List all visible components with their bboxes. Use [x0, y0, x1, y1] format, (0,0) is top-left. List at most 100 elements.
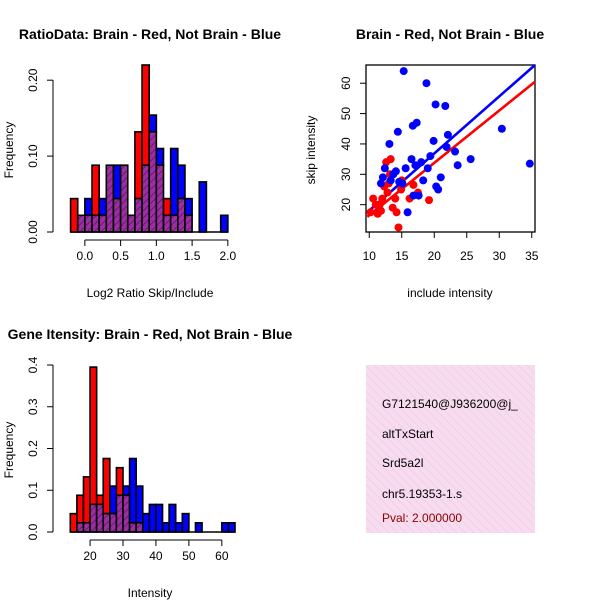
ratio-hist-overlap-bar-9	[134, 197, 143, 233]
intensity-hist-blue-bar-11	[141, 512, 151, 533]
intensity-hist-y-tick-label-2: 0.2	[26, 440, 40, 457]
scatter-blue-point-11	[391, 167, 400, 176]
scatter-y-tick-label-1: 30	[339, 167, 353, 181]
ratio-hist-x-tick-label-2: 1.0	[148, 249, 165, 263]
ratio-histogram-panel: RatioData: Brain - Red, Not Brain - Blue…	[2, 26, 281, 300]
info-pval: Pval: 2.000000	[382, 511, 462, 525]
scatter-blue-point-17	[426, 152, 435, 161]
intensity-hist-overlap-bar-4	[95, 503, 105, 533]
scatter-blue-point-33	[380, 164, 389, 173]
scatter-blue-point-23	[453, 161, 462, 170]
scatter-red-point-7	[383, 188, 392, 197]
ratio-hist-red-bar-3	[91, 164, 100, 217]
ratio-hist-red-bar-10	[141, 64, 151, 166]
intensity-hist-overlap-bar-1	[76, 522, 85, 533]
scatter-blue-point-9	[378, 173, 387, 182]
intensity-hist-overlap-bar-6	[109, 512, 118, 533]
scatter-plot-frame	[365, 64, 536, 233]
ratio-hist-y-tick-label-1: 0.10	[26, 144, 40, 168]
ratio-hist-bars	[69, 64, 229, 233]
scatter-blue-point-15	[417, 158, 426, 167]
ratio-hist-y-tick-label-2: 0.20	[26, 68, 40, 92]
intensity-hist-y-tick-label-3: 0.3	[26, 398, 40, 415]
ratio-hist-overlap-bar-13	[162, 214, 172, 233]
scatter-blue-point-21	[443, 130, 452, 139]
scatter-red-point-11	[391, 194, 400, 203]
ratio-hist-overlap-bar-16	[184, 214, 193, 233]
intensity-hist-blue-bar-14	[161, 522, 170, 533]
intensity-hist-overlap-bar-5	[102, 512, 111, 533]
intensity-hist-title: Gene Itensity: Brain - Red, Not Brain - …	[8, 326, 293, 342]
info-location: chr5.19353-1.s	[382, 487, 462, 501]
scatter-blue-point-35	[436, 173, 445, 182]
info-gene-name: Srd5a2l	[382, 456, 423, 470]
scatter-panel: Brain - Red, Not Brain - Blue 10 15 20 25 30…	[304, 26, 544, 300]
intensity-hist-blue-bar-24	[227, 522, 236, 533]
intensity-hist-y-tick-label-4: 0.4	[26, 356, 40, 373]
scatter-x-tick-label-0: 10	[363, 249, 377, 263]
intensity-hist-overlap-bar-10	[135, 522, 144, 533]
scatter-red-point-0	[366, 208, 375, 217]
scatter-ylabel: skip intensity	[304, 116, 318, 185]
scatter-blue-point-26	[525, 159, 534, 168]
ratio-hist-overlap-bar-4	[98, 214, 108, 233]
intensity-hist-red-bar-4	[95, 494, 105, 506]
info-event-type: altTxStart	[382, 427, 434, 441]
scatter-blue-point-24	[466, 155, 475, 164]
intensity-hist-overlap-bar-9	[128, 522, 137, 533]
ratio-hist-red-bar-9	[134, 131, 143, 200]
scatter-blue-point-36	[429, 136, 438, 145]
scatter-blue-point-29	[414, 191, 423, 200]
intensity-hist-y-tick-label-0: 0.0	[26, 523, 40, 540]
scatter-fit-lines	[366, 64, 536, 218]
ratio-hist-overlap-bar-1	[76, 214, 86, 233]
intensity-hist-x-tick-label-4: 60	[215, 549, 229, 563]
intensity-hist-red-bar-5	[102, 457, 111, 515]
scatter-title: Brain - Red, Not Brain - Blue	[356, 26, 544, 42]
scatter-blue-point-19	[434, 185, 443, 194]
scatter-red-point-13	[394, 223, 403, 232]
ratio-hist-overlap-bar-10	[141, 164, 151, 233]
ratio-hist-blue-bar-6	[112, 164, 122, 200]
intensity-hist-ylabel: Frequency	[2, 422, 16, 479]
ratio-hist-title: RatioData: Brain - Red, Not Brain - Blue	[19, 26, 281, 42]
scatter-x-tick-label-3: 25	[460, 249, 474, 263]
scatter-red-point-12	[392, 208, 401, 217]
scatter-x-tick-label-2: 20	[428, 249, 442, 263]
ratio-hist-ylabel: Frequency	[2, 122, 16, 179]
ratio-hist-overlap-bar-14	[169, 214, 179, 233]
scatter-blue-point-1	[422, 79, 431, 88]
scatter-red-point-17	[409, 180, 418, 189]
ratio-hist-overlap-bar-8	[126, 214, 136, 233]
scatter-x-tick-label-5: 35	[525, 249, 539, 263]
intensity-hist-blue-bar-6	[109, 485, 118, 515]
ratio-hist-overlap-bar-5	[105, 164, 115, 233]
ratio-hist-x-tick-label-0: 0.0	[77, 249, 94, 263]
scatter-blue-point-6	[393, 127, 402, 136]
intensity-hist-blue-bar-13	[155, 503, 164, 533]
ratio-hist-blue-bar-18	[198, 181, 208, 233]
scatter-y-tick-label-4: 60	[339, 76, 353, 90]
intensity-hist-red-bar-7	[115, 466, 124, 497]
ratio-hist-blue-bar-15	[177, 164, 186, 200]
intensity-hist-y-tick-label-1: 0.1	[26, 482, 40, 499]
intensity-hist-red-bar-3	[89, 366, 98, 506]
intensity-hist-axes: 20 30 40 50 60 0.0 0.1 0.2 0.3 0.4	[26, 356, 229, 563]
scatter-red-point-14	[397, 185, 406, 194]
ratio-hist-y-tick-label-0: 0.00	[26, 220, 40, 244]
ratio-hist-blue-bar-4	[98, 197, 108, 217]
scatter-blue-point-5	[412, 118, 421, 127]
scatter-red-point-22	[375, 200, 384, 209]
scatter-blue-point-7	[385, 139, 394, 148]
scatter-red-point-4	[376, 206, 385, 215]
ratio-hist-overlap-bar-6	[112, 197, 122, 233]
intensity-hist-blue-bar-9	[128, 457, 137, 524]
scatter-blue-point-8	[376, 179, 385, 188]
intensity-hist-red-bar-2	[82, 476, 91, 524]
scatter-blue-point-3	[441, 101, 450, 110]
ratio-hist-xlabel: Log2 Ratio Skip/Include	[87, 286, 214, 300]
info-event-id: G7121540@J936200@j_	[382, 397, 518, 411]
intensity-hist-blue-bar-10	[135, 485, 144, 524]
scatter-blue-point-27	[403, 208, 412, 217]
